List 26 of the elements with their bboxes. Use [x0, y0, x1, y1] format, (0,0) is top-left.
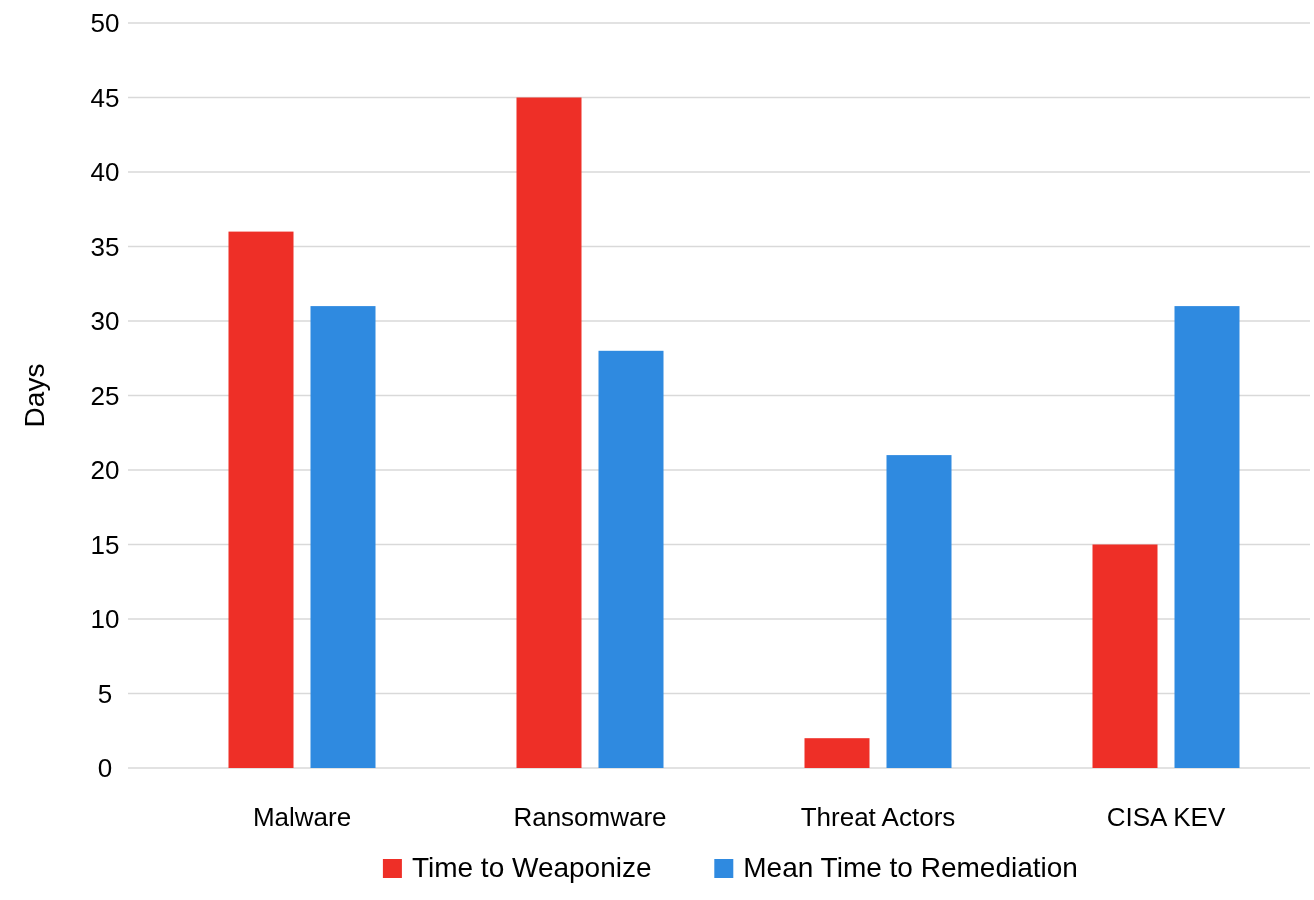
legend-label: Mean Time to Remediation — [743, 852, 1078, 884]
y-tick-label: 5 — [97, 678, 113, 709]
legend-label: Time to Weaponize — [411, 852, 652, 884]
bar — [516, 97, 582, 768]
bar — [886, 455, 952, 768]
bar — [1174, 306, 1240, 768]
bar — [228, 231, 294, 768]
bar — [310, 306, 376, 768]
y-tick-label: 35 — [90, 231, 120, 262]
x-tick-label: CISA KEV — [1106, 802, 1226, 832]
y-tick-label: 20 — [90, 455, 120, 486]
y-tick-label: 40 — [90, 157, 120, 188]
y-tick-label: 50 — [90, 8, 120, 39]
bar — [1092, 544, 1158, 768]
x-tick-label: Malware — [252, 802, 352, 832]
bar — [804, 738, 870, 768]
y-tick-label: 45 — [90, 82, 120, 113]
x-tick-label: Ransomware — [513, 802, 667, 832]
y-tick-label: 25 — [90, 380, 120, 411]
x-tick-label: Threat Actors — [800, 802, 956, 832]
y-axis-title: Days — [19, 363, 50, 428]
y-tick-label: 0 — [97, 753, 113, 784]
y-tick-label: 15 — [90, 529, 120, 560]
y-tick-label: 10 — [90, 604, 120, 635]
y-tick-label: 30 — [90, 306, 120, 337]
bar — [598, 350, 664, 768]
